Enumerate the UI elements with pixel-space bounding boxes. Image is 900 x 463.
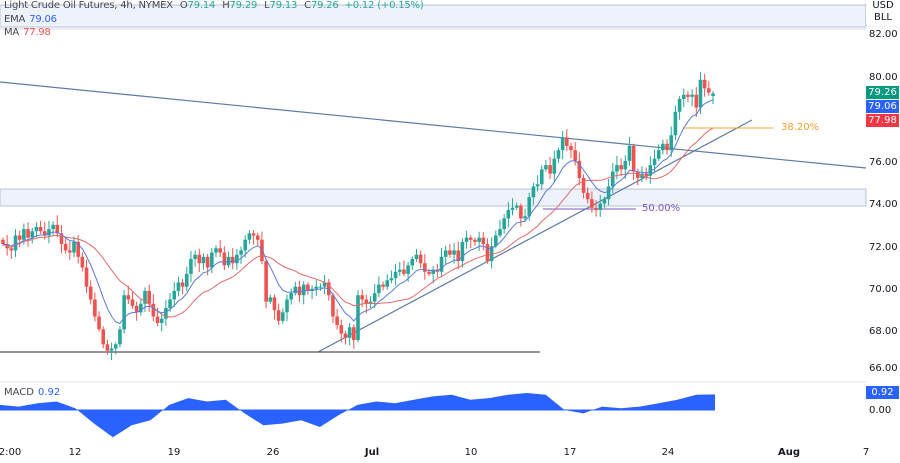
price-tag: 79.06 <box>866 100 899 113</box>
time-label: 2:00 <box>0 447 22 458</box>
currency-line-1: USD <box>872 0 894 11</box>
price-tick: 74.00 <box>869 199 898 210</box>
close-value: 79.26 <box>310 0 339 11</box>
price-tick: 66.00 <box>869 363 898 374</box>
support-resistance-zones <box>0 4 867 207</box>
time-label: 26 <box>266 447 280 458</box>
time-label: 19 <box>167 447 181 458</box>
ema-value: 79.06 <box>29 14 57 25</box>
ema-label: EMA <box>4 14 26 25</box>
fib-500-label: 50.00% <box>642 203 681 214</box>
open-label: O <box>179 0 188 11</box>
price-tag: 79.26 <box>866 86 899 99</box>
change-value: +0.12 (+0.15%) <box>344 0 424 11</box>
macd-value: 0.92 <box>37 387 61 398</box>
currency-unit[interactable]: USD BLL <box>866 0 900 26</box>
price-tick: 82.00 <box>869 29 898 40</box>
time-label: 7 <box>862 447 870 458</box>
fib-382-label: 38.20% <box>781 122 820 133</box>
ema-legend[interactable]: EMA 79.06 <box>4 14 57 25</box>
macd-legend[interactable]: MACD 0.92 <box>4 387 60 398</box>
price-tick: 80.00 <box>869 72 898 83</box>
ascending-trendline <box>317 119 753 353</box>
ma-legend[interactable]: MA 77.98 <box>4 27 51 38</box>
macd-value-tag: 0.92 <box>866 386 899 399</box>
ma-value: 77.98 <box>23 27 51 38</box>
time-label: Jul <box>364 447 380 458</box>
price-tick: 70.00 <box>869 284 898 295</box>
time-label: 24 <box>661 447 675 458</box>
macd-area <box>0 381 866 438</box>
low-label: L <box>264 0 270 11</box>
currency-line-2: BLL <box>873 12 892 23</box>
price-tick: 72.00 <box>869 242 898 253</box>
moving-average-lines <box>2 99 714 324</box>
high-label: H <box>222 0 230 11</box>
price-tag: 77.98 <box>866 114 899 127</box>
ma-line <box>2 127 714 318</box>
macd-zero-tick: 0.00 <box>869 405 892 416</box>
macd-label: MACD <box>4 387 34 398</box>
price-tick: 68.00 <box>869 326 898 337</box>
macd-area-fill <box>0 393 715 438</box>
time-label: Aug <box>777 447 801 458</box>
open-value: 79.14 <box>187 0 216 11</box>
descending-trendline <box>0 81 867 169</box>
time-label: 10 <box>464 447 478 458</box>
price-tick: 76.00 <box>869 157 898 168</box>
time-label: 17 <box>563 447 577 458</box>
symbol-legend[interactable]: Light Crude Oil Futures, 4h, NYMEX O79.1… <box>4 0 424 11</box>
close-label: C <box>304 0 311 11</box>
high-value: 79.29 <box>229 0 258 11</box>
ma-label: MA <box>4 27 20 38</box>
symbol-title: Light Crude Oil Futures, 4h, NYMEX <box>4 0 173 11</box>
candlestick-series <box>1 72 715 360</box>
ema-line <box>2 99 714 324</box>
low-value: 79.13 <box>269 0 298 11</box>
support-zone <box>0 188 867 207</box>
time-label: 12 <box>68 447 82 458</box>
trendlines <box>0 81 867 353</box>
